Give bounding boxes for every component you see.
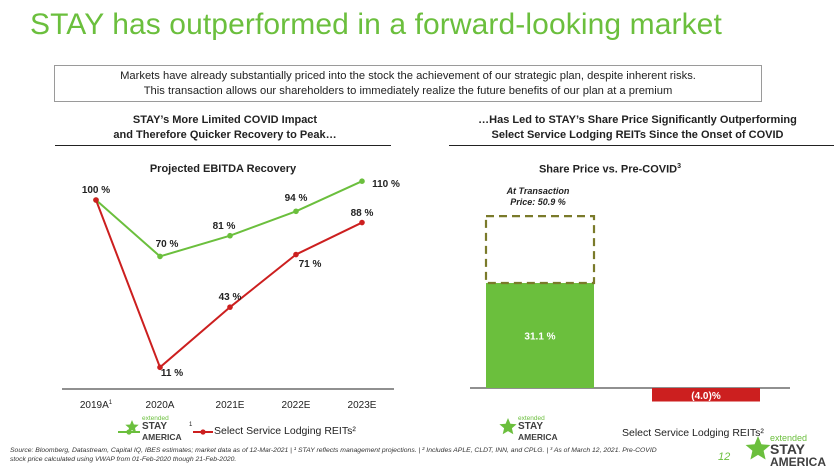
stay-label-2019A: 100 % — [82, 185, 110, 196]
bar-category-stay-logo: extended STAY AMERICA — [518, 415, 558, 442]
stay-series-line — [95, 180, 363, 258]
reits-share-price-label: (4.0)% — [691, 391, 721, 402]
x-tick-2022E: 2022E — [282, 400, 311, 411]
reits-point-2021E — [227, 304, 233, 310]
legend-stay-logo: extended STAY AMERICA — [142, 415, 182, 442]
legend-logo-small: extended — [142, 415, 169, 422]
stay-point-2021E — [227, 232, 233, 239]
transaction-label-line1: At Transaction — [506, 186, 570, 196]
reits-label-2023E: 88 % — [351, 208, 374, 219]
reits-label-2020A: 11 % — [161, 368, 183, 379]
left-heading-line-2: and Therefore Quicker Recovery to Peak… — [113, 129, 337, 141]
source-footnote: Source: Bloomberg, Datastream, Capital I… — [10, 446, 710, 464]
corner-brand-logo: extended STAY AMERICA — [770, 433, 826, 469]
left-section-heading: STAY’s More Limited COVID Impact and The… — [55, 113, 395, 143]
corner-logo-line1: STAY — [770, 441, 806, 457]
legend-red-marker — [200, 429, 206, 435]
legend-logo-line2: AMERICA — [142, 432, 182, 442]
transaction-price-dashed-box — [484, 215, 596, 285]
reits-label-2022E: 71 % — [299, 259, 322, 270]
ebitda-chart-title: Projected EBITDA Recovery — [149, 163, 297, 175]
stay-share-price-label: 31.1 % — [524, 332, 555, 343]
share-price-title-superscript: 3 — [677, 163, 682, 170]
stay-label-2023E: 110 % — [372, 179, 400, 190]
legend-logo-star-icon — [125, 420, 139, 433]
reits-point-2020A — [157, 364, 163, 371]
x-tick-2021E: 2021E — [216, 400, 245, 411]
page-number: 12 — [718, 451, 731, 463]
reits-label-2021E: 43 % — [219, 292, 242, 303]
reits-share-price-bar — [652, 388, 760, 402]
corner-logo-line2: AMERICA — [770, 455, 826, 469]
right-heading-line-1: …Has Led to STAY’s Share Price Significa… — [478, 114, 797, 126]
stay-point-2020A — [157, 253, 163, 260]
stay-point-2023E — [359, 178, 365, 184]
x-tick-2020A: 2020A — [146, 400, 175, 411]
reits-point-2023E — [359, 219, 365, 226]
bar-category-reits-label: Select Service Lodging REITs² — [622, 427, 764, 439]
stay-label-2020A: 70 % — [156, 239, 179, 250]
source-line-1: Source: Bloomberg, Datastream, Capital I… — [10, 447, 657, 454]
left-heading-rule — [55, 145, 391, 146]
transaction-label-line2: Price: 50.9 % — [510, 197, 566, 207]
legend-series2-label: Select Service Lodging REITs² — [214, 425, 356, 437]
bar-logo-line1: STAY — [518, 421, 544, 432]
bar-logo-line2: AMERICA — [518, 432, 558, 442]
source-line-2: stock price calculated using VWAP from 0… — [10, 456, 237, 463]
reits-point-2019A — [93, 197, 99, 203]
x-tick-2019A: 2019A1 — [80, 400, 113, 411]
stay-label-2021E: 81 % — [213, 221, 236, 232]
banner-line-1: Markets have already substantially price… — [120, 70, 696, 82]
page-title: STAY has outperformed in a forward-looki… — [30, 8, 722, 41]
stay-share-price-bar — [486, 283, 594, 388]
stay-label-2022E: 94 % — [285, 193, 308, 204]
bar-logo-star-icon — [499, 418, 517, 435]
reits-point-2022E — [293, 251, 299, 258]
legend-logo-line1: STAY — [142, 421, 168, 432]
right-heading-line-2: Select Service Lodging REITs Since the O… — [491, 129, 784, 141]
banner-line-2: This transaction allows our shareholders… — [143, 85, 673, 97]
stay-point-2022E — [293, 208, 299, 215]
bar-logo-small: extended — [518, 415, 545, 422]
right-heading-rule — [449, 145, 834, 146]
x-tick-2023E: 2023E — [348, 400, 377, 411]
right-section-heading: …Has Led to STAY’s Share Price Significa… — [440, 113, 835, 143]
legend-footnote-mark: 1 — [189, 422, 193, 428]
share-price-chart-title-text: Share Price vs. Pre-COVID — [538, 163, 678, 176]
left-heading-line-1: STAY’s More Limited COVID Impact — [132, 114, 318, 126]
corner-logo-star-icon — [745, 436, 771, 460]
summary-banner: Markets have already substantially price… — [54, 65, 762, 102]
corner-logo-small: extended — [770, 433, 808, 443]
share-price-chart-title: Share Price vs. Pre-COVID3 — [490, 163, 730, 176]
